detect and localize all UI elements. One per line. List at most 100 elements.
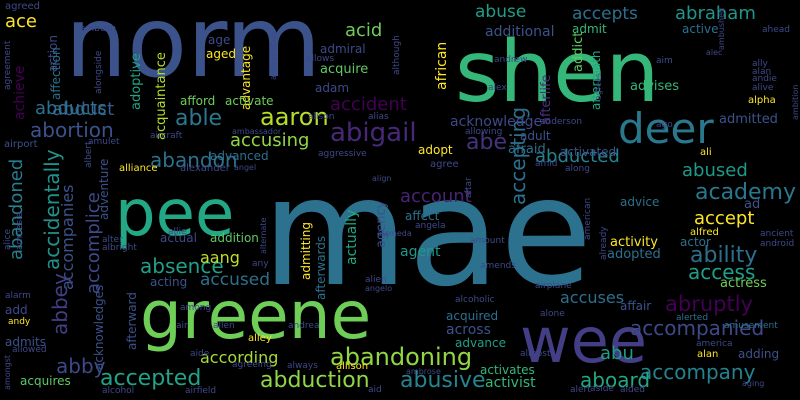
cloud-word: aggressive xyxy=(318,149,367,159)
cloud-word: always xyxy=(287,361,318,371)
cloud-word: angela xyxy=(415,221,446,231)
cloud-word: accusing xyxy=(230,130,310,151)
cloud-word: admitted xyxy=(719,112,778,127)
cloud-word: abortion xyxy=(30,118,114,142)
cloud-word: acknowledge xyxy=(450,114,543,130)
cloud-word: accepted xyxy=(100,366,202,391)
cloud-word: abuse xyxy=(475,2,527,22)
cloud-word: alert xyxy=(570,385,591,395)
cloud-word: actually xyxy=(344,209,360,265)
cloud-word: abruptly xyxy=(665,292,753,316)
cloud-word: ambition xyxy=(791,84,800,120)
cloud-word: albright xyxy=(102,243,137,253)
cloud-word: abduction xyxy=(260,368,370,393)
cloud-word: across xyxy=(446,322,491,338)
cloud-word: android xyxy=(760,239,795,249)
cloud-word: accepts xyxy=(572,4,638,24)
cloud-word: ahead xyxy=(762,25,790,35)
cloud-word: acquire xyxy=(320,62,369,77)
cloud-word: almost xyxy=(520,349,551,359)
cloud-word: alison xyxy=(308,112,335,122)
cloud-word: allison xyxy=(336,361,369,372)
cloud-word: advanced xyxy=(210,149,269,163)
cloud-word: aide xyxy=(190,349,210,359)
cloud-word: active xyxy=(682,22,719,36)
cloud-word: ambassador xyxy=(232,127,282,136)
cloud-word: afford xyxy=(180,94,216,108)
cloud-word: abducted xyxy=(535,146,620,167)
cloud-word: adopted xyxy=(607,247,661,262)
cloud-word: anderson xyxy=(540,117,583,127)
cloud-word: addition xyxy=(210,231,259,245)
cloud-word: amusement xyxy=(724,321,778,331)
cloud-word: achieve xyxy=(12,65,28,120)
cloud-word: airport xyxy=(4,139,38,150)
cloud-word: activity xyxy=(610,235,658,250)
cloud-word: affair xyxy=(620,299,652,313)
cloud-word: aging xyxy=(742,379,765,388)
cloud-word: agreement xyxy=(3,40,13,90)
cloud-word: allows xyxy=(306,54,335,64)
cloud-word: aside xyxy=(590,384,614,394)
cloud-word: alliance xyxy=(119,163,158,174)
cloud-word: actual xyxy=(160,231,197,245)
cloud-word: ammunition xyxy=(269,31,278,80)
cloud-word: andrea xyxy=(288,321,320,331)
cloud-word: abraham xyxy=(675,3,756,24)
cloud-word: adult xyxy=(520,129,551,143)
cloud-word: align xyxy=(372,174,392,183)
cloud-word: aircraft xyxy=(150,131,183,141)
cloud-word: abe xyxy=(466,130,507,155)
cloud-word: alien xyxy=(365,275,387,285)
cloud-word: airfield xyxy=(185,386,217,396)
cloud-word: acting xyxy=(150,275,188,289)
cloud-word: allowing xyxy=(465,127,503,137)
cloud-word: academy xyxy=(695,180,797,205)
cloud-word: agreed xyxy=(5,1,41,12)
cloud-word: access xyxy=(688,260,756,284)
cloud-word: admitting xyxy=(299,222,313,280)
cloud-word: ace xyxy=(5,11,38,32)
cloud-word: agent xyxy=(400,244,441,260)
cloud-word: alan xyxy=(752,67,772,77)
cloud-word: wee xyxy=(520,304,647,377)
cloud-word: abducts xyxy=(35,98,107,119)
cloud-word: abby xyxy=(56,354,106,378)
cloud-word: afraid xyxy=(508,142,546,157)
cloud-word: alerted xyxy=(676,313,709,323)
cloud-word: adding xyxy=(738,347,780,361)
cloud-word: airplane xyxy=(535,281,572,291)
cloud-word: advice xyxy=(620,195,660,209)
cloud-word: alec xyxy=(706,48,723,57)
cloud-word: acquaintance xyxy=(154,52,169,140)
cloud-word: agree xyxy=(430,159,459,170)
cloud-word: abused xyxy=(682,160,748,181)
cloud-word: acid xyxy=(345,20,383,41)
cloud-word: abduct xyxy=(52,99,115,120)
cloud-word: ability xyxy=(690,243,758,268)
cloud-word: agrees xyxy=(594,72,603,100)
cloud-word: afterward xyxy=(125,292,139,350)
cloud-word: andy xyxy=(8,317,31,327)
cloud-word: ancient xyxy=(760,229,794,239)
cloud-word: ambush xyxy=(80,24,117,34)
cloud-word: actor xyxy=(680,235,711,249)
cloud-word: abandon xyxy=(150,148,238,172)
cloud-word: accuses xyxy=(560,288,625,307)
cloud-word: alley xyxy=(248,333,272,344)
cloud-word: amnesia xyxy=(15,211,25,250)
cloud-word: accompany xyxy=(640,360,756,384)
cloud-word: aged xyxy=(206,47,236,61)
cloud-word: admits xyxy=(5,335,46,349)
cloud-word: alice xyxy=(3,228,13,250)
cloud-word: advance xyxy=(455,336,507,350)
cloud-word: mae xyxy=(262,146,593,320)
cloud-word: alan xyxy=(697,349,719,360)
cloud-word: accompanied xyxy=(630,316,765,340)
cloud-word: according xyxy=(200,348,279,367)
cloud-word: pee xyxy=(115,177,235,251)
cloud-word: greene xyxy=(140,277,372,354)
cloud-word: alpha xyxy=(748,95,776,106)
cloud-word: allen xyxy=(213,321,235,331)
